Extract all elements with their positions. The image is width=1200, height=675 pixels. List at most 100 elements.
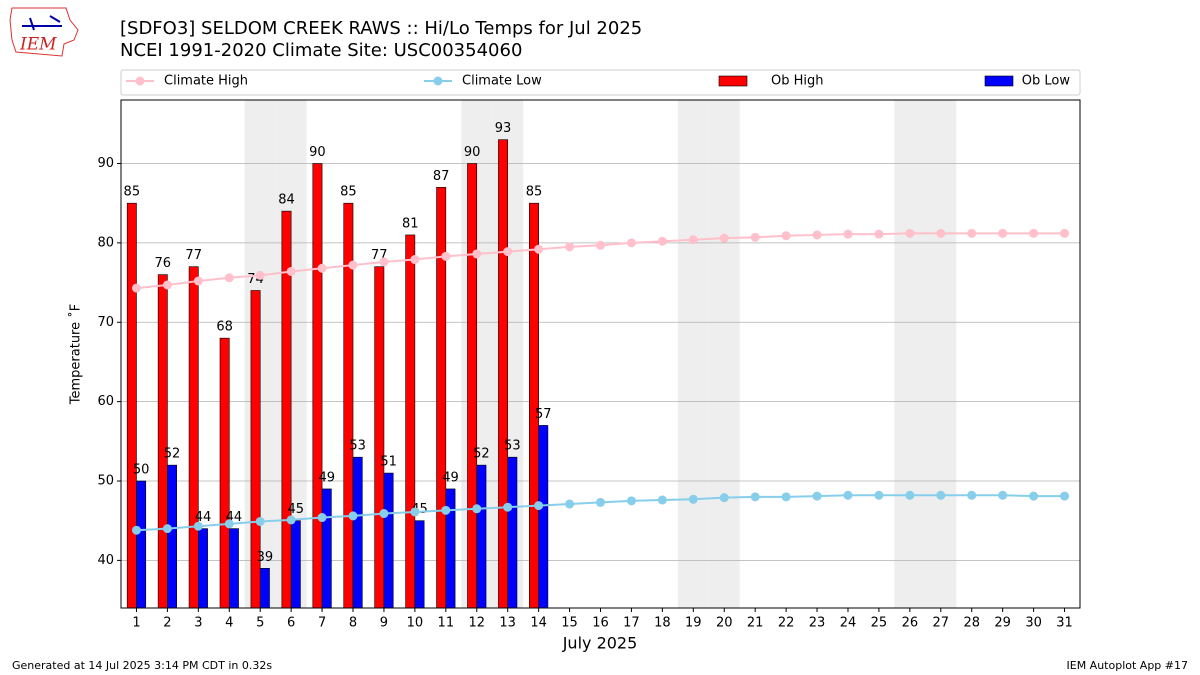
marker (317, 263, 327, 273)
x-tick-label: 18 (654, 616, 671, 631)
bar-value-label: 93 (495, 121, 512, 136)
y-tick-label: 60 (97, 394, 114, 409)
bar-value-label: 49 (318, 470, 335, 485)
marker (255, 270, 265, 280)
marker (379, 509, 389, 519)
marker (750, 492, 760, 502)
marker (193, 276, 203, 286)
marker (286, 515, 296, 525)
x-tick-label: 22 (778, 616, 795, 631)
bar (290, 520, 301, 609)
bar-value-label: 84 (278, 193, 295, 208)
marker (410, 255, 420, 265)
x-tick-label: 17 (623, 616, 640, 631)
marker (131, 283, 141, 293)
bar-value-label: 68 (216, 320, 233, 335)
marker (1029, 491, 1039, 501)
marker (812, 491, 822, 501)
marker (998, 490, 1008, 500)
bar-value-label: 85 (340, 185, 357, 200)
bar (498, 139, 508, 609)
bar-value-label: 85 (124, 185, 141, 200)
shade (708, 100, 740, 608)
bar (507, 456, 518, 609)
legend-label: Ob High (771, 74, 824, 89)
bar (383, 472, 394, 609)
marker (503, 247, 513, 257)
x-tick-label: 11 (438, 616, 455, 631)
bar-value-label: 77 (185, 248, 202, 263)
marker (936, 228, 946, 238)
marker (719, 233, 729, 243)
y-axis-label: Temperature ˚F (68, 304, 84, 405)
x-tick-label: 14 (530, 616, 547, 631)
marker (688, 235, 698, 245)
bar (312, 163, 323, 609)
marker (131, 525, 141, 535)
bar-value-label: 76 (154, 256, 171, 271)
marker (874, 490, 884, 500)
marker (1060, 228, 1070, 238)
y-tick-label: 50 (97, 474, 114, 489)
marker (224, 519, 234, 529)
bar (157, 274, 168, 609)
bar-value-label: 44 (195, 510, 212, 525)
x-tick-label: 24 (840, 616, 857, 631)
bar-value-label: 49 (442, 470, 459, 485)
marker (657, 495, 667, 505)
marker (719, 493, 729, 503)
marker (812, 230, 822, 240)
marker (626, 238, 636, 248)
logo-outline (9, 7, 79, 57)
marker (781, 231, 791, 241)
x-tick-label: 26 (902, 616, 919, 631)
bar (188, 266, 199, 609)
bar-value-label: 53 (504, 439, 521, 454)
bar (436, 187, 447, 609)
x-tick-label: 1 (132, 616, 140, 631)
x-tick-label: 13 (499, 616, 516, 631)
footer-right: IEM Autoplot App #17 (1067, 659, 1189, 672)
x-tick-label: 12 (468, 616, 485, 631)
y-tick-label: 90 (97, 156, 114, 171)
bar-value-label: 85 (526, 185, 543, 200)
marker (565, 242, 575, 252)
bar-value-label: 50 (133, 463, 150, 478)
marker (441, 505, 451, 515)
marker (1060, 491, 1070, 501)
bar (538, 425, 549, 609)
shade (925, 100, 957, 608)
logo-icon (22, 15, 62, 31)
x-tick-label: 4 (225, 616, 233, 631)
bar-value-label: 81 (402, 216, 419, 231)
marker (472, 504, 482, 514)
x-tick-label: 15 (561, 616, 578, 631)
marker (1029, 228, 1039, 238)
bar (352, 456, 363, 609)
legend-marker (135, 76, 145, 86)
bar-value-label: 45 (288, 502, 305, 517)
legend-label: Climate Low (462, 74, 542, 89)
plot-frame (120, 99, 1081, 609)
shade (894, 100, 926, 608)
bar (405, 234, 416, 609)
footer-left: Generated at 14 Jul 2025 3:14 PM CDT in … (12, 659, 272, 672)
marker (410, 507, 420, 517)
x-tick-label: 31 (1056, 616, 1073, 631)
marker (657, 236, 667, 246)
marker (379, 257, 389, 267)
legend-label: Climate High (164, 74, 248, 89)
x-tick-label: 23 (809, 616, 826, 631)
marker (905, 228, 915, 238)
chart-subtitle: NCEI 1991-2020 Climate Site: USC00354060 (120, 40, 522, 61)
y-tick-label: 80 (97, 235, 114, 250)
marker (348, 260, 358, 270)
bar (476, 464, 487, 609)
marker (967, 490, 977, 500)
x-tick-label: 30 (1025, 616, 1042, 631)
bar-value-label: 53 (349, 439, 366, 454)
marker (193, 521, 203, 531)
bar (126, 202, 137, 609)
legend-swatch (718, 75, 748, 87)
